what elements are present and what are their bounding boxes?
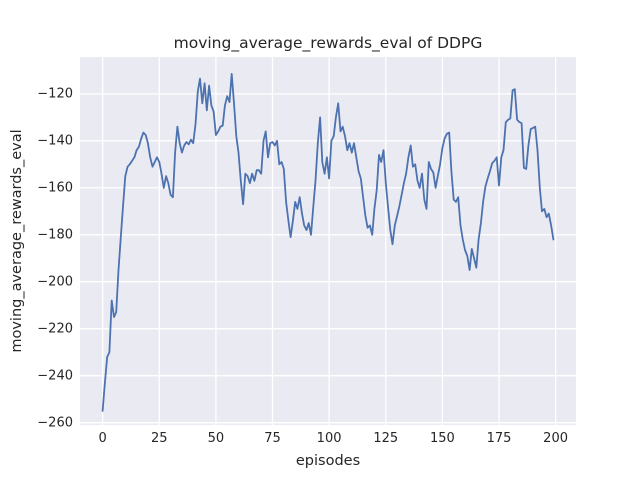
x-axis-label: episodes [295,453,361,469]
x-tick-label: 175 [486,431,512,446]
y-tick-label: −180 [37,227,73,243]
y-tick-label: −200 [37,274,73,290]
x-tick-label: 75 [264,431,281,446]
x-tick-label: 25 [151,431,168,446]
y-tick-label: −220 [37,321,73,337]
plot-area [80,57,576,425]
y-tick-label: −120 [37,86,73,102]
ddpg-reward-line [101,73,555,412]
x-tick-label: 125 [373,431,399,446]
x-tick-label: 150 [429,431,455,446]
y-axis-label: moving_average_rewards_eval [9,129,25,353]
chart-title: moving_average_rewards_eval of DDPG [173,34,483,52]
x-tick-label: 0 [98,431,107,446]
y-tick-label: −260 [37,415,73,431]
x-tick-label: 200 [543,431,569,446]
x-tick-label: 100 [316,431,342,446]
y-tick-label: −240 [37,368,73,384]
y-tick-label: −160 [37,180,73,196]
y-tick-label: −140 [37,133,73,149]
x-tick-label: 50 [207,431,225,446]
